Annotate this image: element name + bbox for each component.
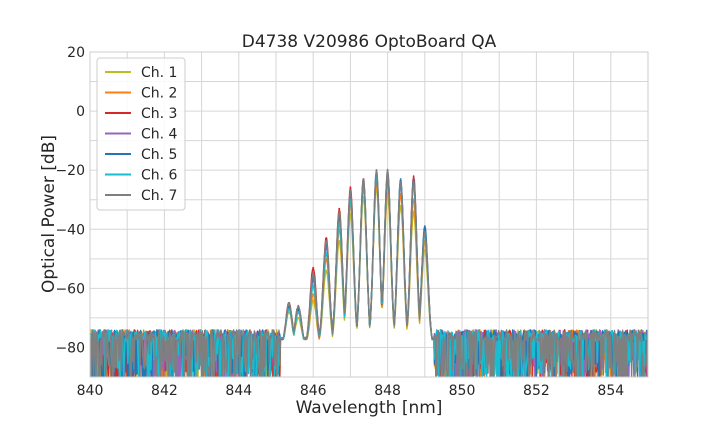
data-point: [423, 231, 426, 234]
legend-entry: Ch. 2: [141, 86, 177, 102]
data-point: [312, 272, 315, 275]
data-point: [338, 210, 341, 213]
data-point: [312, 284, 315, 287]
plot-frame: [89, 51, 649, 378]
data-point: [399, 204, 402, 207]
data-point: [297, 311, 300, 313]
data-point: [412, 175, 415, 177]
data-point: [325, 252, 328, 254]
data-point: [338, 240, 341, 242]
x-tick-label: 850: [449, 383, 476, 399]
data-point: [288, 311, 290, 313]
data-point: [312, 266, 315, 269]
data-point: [349, 187, 352, 189]
data-point: [399, 178, 402, 180]
series-layer: [90, 168, 648, 377]
data-point: [349, 213, 352, 216]
data-point: [362, 178, 365, 180]
y-axis-label: Optical Power [dB]: [39, 135, 59, 293]
x-tick-label: 854: [597, 383, 624, 399]
x-tick-label: 846: [300, 383, 327, 399]
legend-entry: Ch. 4: [141, 127, 178, 143]
legend-box: [96, 57, 186, 211]
y-tick-label: −40: [55, 222, 85, 238]
y-tick-label: −60: [55, 281, 85, 297]
y-tick-label: −20: [55, 163, 85, 179]
x-axis-label: Wavelength [nm]: [296, 398, 443, 418]
data-point: [312, 293, 315, 296]
y-tick-label: 0: [76, 104, 85, 120]
legend-entry: Ch. 5: [141, 147, 177, 163]
data-point: [325, 240, 328, 242]
x-tick-label: 852: [523, 383, 550, 399]
data-point: [288, 308, 290, 310]
legend-entry: Ch. 6: [141, 168, 178, 184]
data-point: [386, 169, 389, 172]
data-point: [312, 299, 315, 302]
x-tick-label: 844: [225, 383, 252, 399]
legend-entry: Ch. 7: [141, 188, 177, 204]
x-tick-label: 848: [374, 383, 401, 399]
data-point: [297, 317, 300, 319]
legend: Ch. 1 Ch. 2 Ch. 3 Ch. 4 Ch. 5 Ch. 6 Ch. 7: [96, 57, 186, 211]
data-point: [412, 181, 415, 183]
chart-title: D4738 V20986 OptoBoard QA: [242, 32, 497, 52]
y-tick-labels: 20 0 −20 −40 −60 −80: [55, 45, 85, 356]
data-point: [423, 249, 426, 251]
legend-entry: Ch. 1: [141, 65, 177, 81]
data-point: [338, 222, 341, 225]
y-tick-label: 20: [67, 45, 85, 61]
x-tick-label: 842: [151, 383, 178, 399]
data-point: [325, 237, 328, 240]
data-point: [325, 269, 328, 272]
series-line-ch7: [90, 168, 648, 377]
x-tick-label: 840: [77, 383, 104, 399]
data-point: [399, 181, 402, 183]
data-point: [412, 198, 415, 201]
data-point: [349, 189, 352, 192]
data-point: [412, 210, 415, 213]
data-point: [297, 305, 300, 307]
y-tick-label: −80: [55, 340, 85, 356]
legend-entry: Ch. 3: [141, 106, 177, 122]
data-point: [423, 225, 426, 228]
x-tick-labels: 840 842 844 846 848 850 852 854: [77, 383, 625, 399]
data-point: [288, 302, 290, 305]
data-point: [375, 169, 378, 172]
data-point: [338, 207, 341, 210]
data-point: [412, 178, 415, 180]
